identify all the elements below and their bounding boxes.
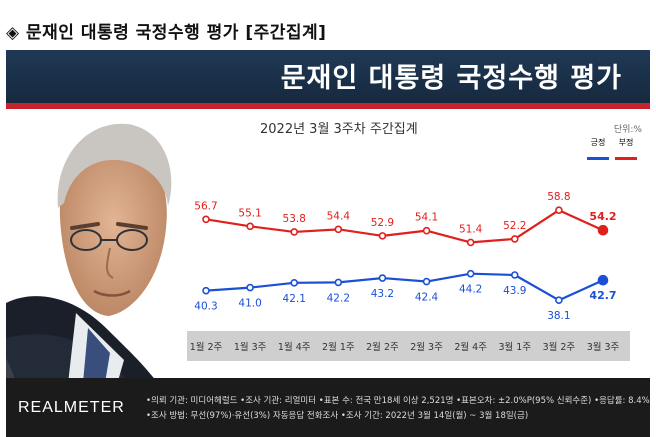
- data-point-negative: [466, 238, 475, 247]
- data-label-positive: 42.7: [589, 289, 616, 302]
- legend: 긍정 부정: [586, 137, 642, 160]
- x-tick-label: 3월 3주: [587, 341, 620, 353]
- data-label-negative: 52.2: [503, 220, 526, 232]
- legend-item-negative: 부정: [614, 137, 638, 160]
- unit-label: 단위:%: [613, 125, 642, 135]
- title-banner: [6, 50, 650, 106]
- series-line-negative: [205, 209, 604, 244]
- data-point-negative: [290, 228, 299, 236]
- data-point-positive: [290, 279, 299, 287]
- data-label-negative: 54.1: [415, 212, 438, 224]
- realmeter-logo: REALMETER: [18, 399, 125, 416]
- x-tick-label: 2월 2주: [366, 341, 399, 353]
- data-label-negative: 52.9: [371, 217, 394, 229]
- x-tick-label: 2월 4주: [454, 341, 487, 353]
- x-tick-label: 1월 2주: [190, 341, 223, 353]
- series-line-positive: [205, 272, 604, 302]
- data-label-negative: 55.1: [238, 207, 261, 219]
- data-point-negative: [422, 226, 431, 235]
- x-tick-label: 3월 2주: [543, 341, 576, 353]
- data-point-positive: [422, 277, 431, 286]
- data-point-positive: [597, 274, 609, 286]
- data-label-positive: 43.2: [371, 288, 394, 300]
- data-point-negative: [510, 235, 519, 243]
- legend-swatch-negative: [615, 157, 637, 160]
- survey-info-line-1: •의뢰 기관: 미디어헤럴드 •조사 기관: 리얼미터 •표본 수: 전국 만1…: [146, 396, 650, 406]
- page-title: ◈ 문재인 대통령 국정수행 평가 [주간집계]: [6, 23, 327, 43]
- data-point-positive: [246, 283, 254, 292]
- data-point-negative: [555, 206, 563, 215]
- chart-subtitle: 2022년 3월 3주차 주간집계: [260, 122, 418, 137]
- survey-info-line-2: •조사 방법: 무선(97%)·유선(3%) 자동응답 전화조사 •조사 기간:…: [146, 411, 529, 421]
- footer-bar: [6, 378, 650, 437]
- x-tick-label: 2월 3주: [410, 341, 443, 353]
- banner-title: 문재인 대통령 국정수행 평가: [280, 63, 622, 94]
- data-label-positive: 41.0: [238, 298, 261, 310]
- data-label-negative: 51.4: [459, 223, 483, 235]
- data-point-positive: [334, 278, 343, 287]
- x-axis-band: [187, 331, 630, 361]
- data-point-positive: [378, 274, 387, 282]
- legend-swatch-positive: [587, 157, 609, 160]
- data-label-positive: 42.1: [283, 293, 306, 305]
- data-point-positive: [555, 296, 563, 305]
- banner-stripe: [6, 103, 650, 109]
- legend-item-positive: 긍정: [586, 137, 610, 160]
- legend-label-negative: 부정: [618, 138, 634, 147]
- data-label-positive: 43.9: [503, 285, 526, 297]
- data-label-positive: 44.2: [459, 284, 482, 296]
- data-point-positive: [202, 286, 210, 295]
- data-label-positive: 42.2: [327, 292, 350, 304]
- data-label-positive: 42.4: [415, 292, 439, 304]
- data-point-positive: [466, 269, 475, 278]
- data-point-negative: [246, 222, 254, 231]
- legend-label-positive: 긍정: [590, 138, 606, 147]
- data-label-negative: 54.4: [327, 210, 351, 222]
- data-point-positive: [510, 271, 519, 279]
- data-label-negative: 58.8: [547, 191, 570, 203]
- x-tick-label: 1월 3주: [234, 341, 267, 353]
- data-label-positive: 40.3: [194, 301, 217, 313]
- data-label-negative: 53.8: [283, 213, 306, 225]
- x-tick-label: 3월 1주: [498, 341, 531, 353]
- x-tick-label: 2월 1주: [322, 341, 355, 353]
- data-point-negative: [378, 232, 387, 240]
- data-point-negative: [202, 215, 210, 224]
- x-tick-label: 1월 4주: [278, 341, 311, 353]
- data-point-negative: [334, 225, 343, 234]
- data-label-positive: 38.1: [547, 310, 570, 322]
- data-point-negative: [597, 224, 609, 236]
- data-label-negative: 54.2: [589, 210, 616, 223]
- data-label-negative: 56.7: [194, 200, 217, 212]
